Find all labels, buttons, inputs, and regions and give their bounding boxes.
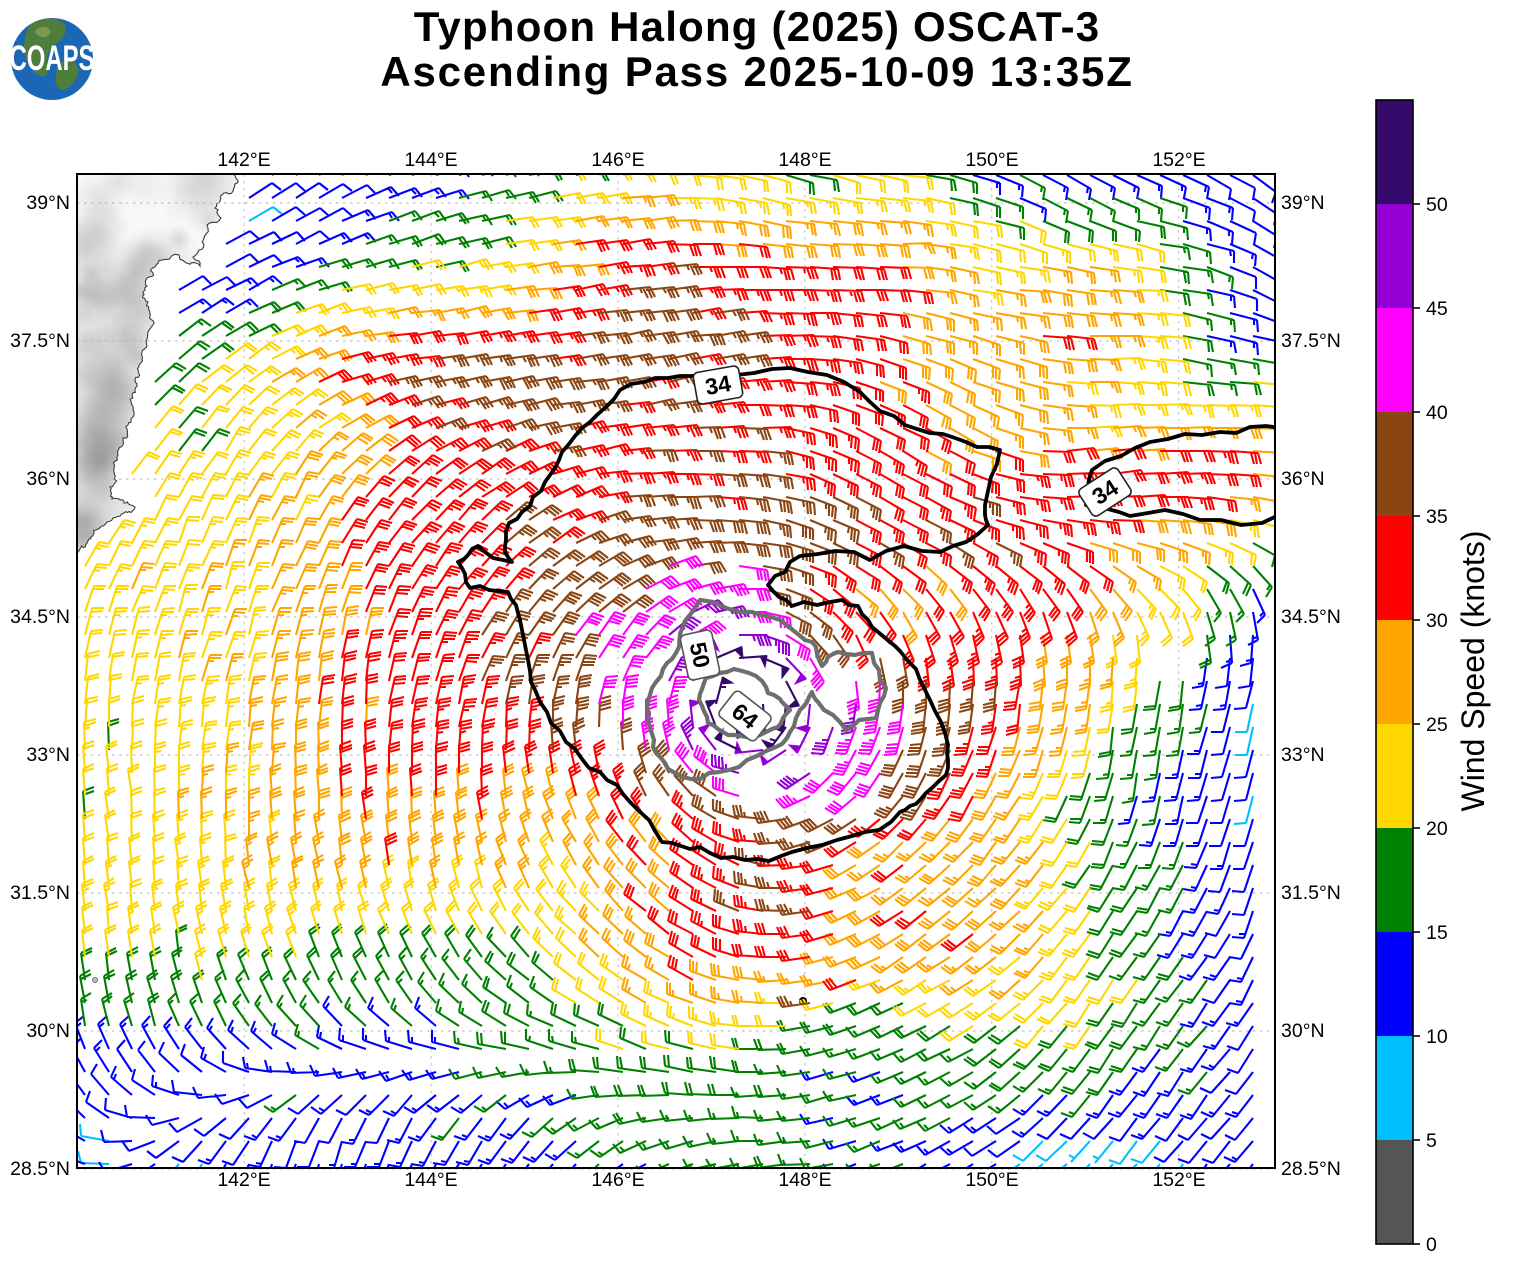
svg-text:148°E: 148°E [778, 1169, 831, 1191]
svg-text:146°E: 146°E [591, 149, 644, 171]
svg-text:30°N: 30°N [26, 1020, 70, 1042]
svg-text:146°E: 146°E [591, 1169, 644, 1191]
svg-text:31.5°N: 31.5°N [1281, 882, 1341, 904]
svg-text:25: 25 [1426, 714, 1448, 736]
svg-text:0: 0 [1426, 1234, 1437, 1256]
svg-text:35: 35 [1426, 506, 1448, 528]
svg-text:50: 50 [685, 640, 716, 670]
svg-text:Wind Speed (knots): Wind Speed (knots) [1455, 530, 1491, 811]
svg-text:152°E: 152°E [1152, 1169, 1205, 1191]
svg-text:37.5°N: 37.5°N [1281, 330, 1341, 352]
svg-text:31.5°N: 31.5°N [10, 882, 70, 904]
svg-text:34.5°N: 34.5°N [10, 606, 70, 628]
svg-text:COAPS: COAPS [9, 39, 94, 78]
svg-text:5: 5 [1426, 1130, 1437, 1152]
svg-text:30°N: 30°N [1281, 1020, 1325, 1042]
svg-text:15: 15 [1426, 922, 1448, 944]
svg-text:142°E: 142°E [217, 1169, 270, 1191]
svg-text:Typhoon Halong (2025) OSCAT-3: Typhoon Halong (2025) OSCAT-3 [414, 3, 1101, 50]
svg-text:34.5°N: 34.5°N [1281, 606, 1341, 628]
svg-text:10: 10 [1426, 1026, 1448, 1048]
svg-text:20: 20 [1426, 818, 1448, 840]
svg-text:28.5°N: 28.5°N [1281, 1158, 1341, 1180]
svg-text:34: 34 [703, 370, 733, 400]
svg-text:150°E: 150°E [965, 149, 1018, 171]
svg-text:28.5°N: 28.5°N [10, 1158, 70, 1180]
svg-text:33°N: 33°N [1281, 744, 1325, 766]
svg-text:Ascending Pass 2025-10-09 13:3: Ascending Pass 2025-10-09 13:35Z [380, 48, 1133, 95]
svg-text:142°E: 142°E [217, 149, 270, 171]
svg-text:36°N: 36°N [26, 468, 70, 490]
svg-text:150°E: 150°E [965, 1169, 1018, 1191]
svg-text:50: 50 [1426, 194, 1448, 216]
svg-text:37.5°N: 37.5°N [10, 330, 70, 352]
svg-text:33°N: 33°N [26, 744, 70, 766]
svg-text:40: 40 [1426, 402, 1448, 424]
svg-text:39°N: 39°N [26, 192, 70, 214]
svg-text:152°E: 152°E [1152, 149, 1205, 171]
svg-text:148°E: 148°E [778, 149, 831, 171]
svg-text:39°N: 39°N [1281, 192, 1325, 214]
svg-text:36°N: 36°N [1281, 468, 1325, 490]
svg-text:45: 45 [1426, 298, 1448, 320]
svg-text:30: 30 [1426, 610, 1448, 632]
svg-text:144°E: 144°E [404, 149, 457, 171]
svg-text:144°E: 144°E [404, 1169, 457, 1191]
